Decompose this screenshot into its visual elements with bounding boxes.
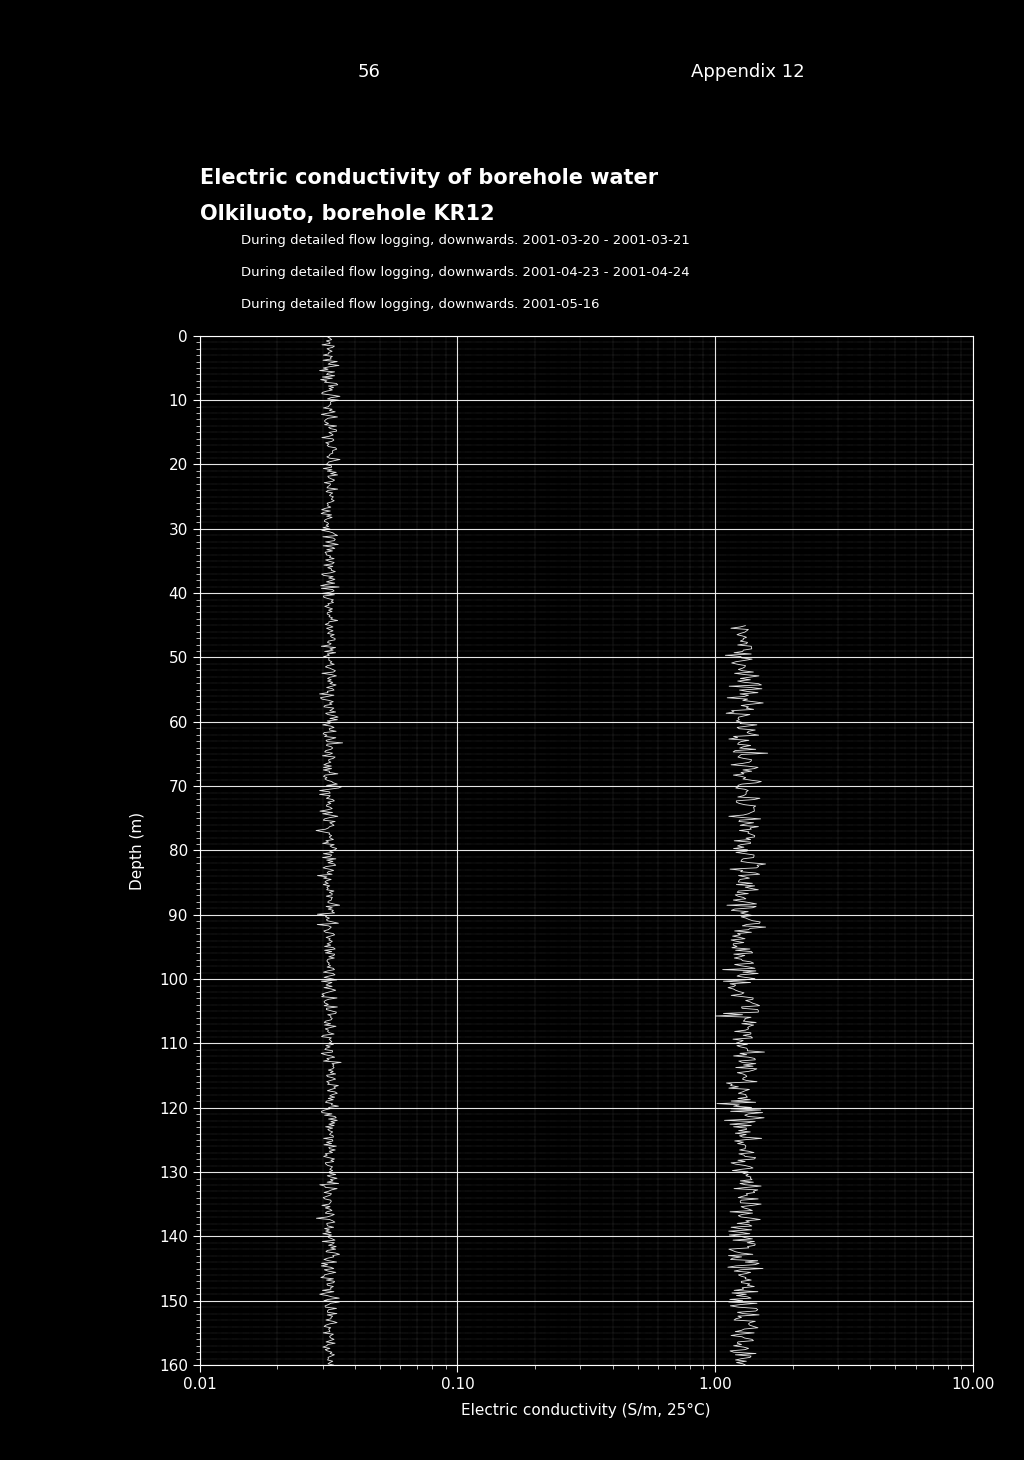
Text: Appendix 12: Appendix 12 (691, 63, 804, 80)
X-axis label: Electric conductivity (S/m, 25°C): Electric conductivity (S/m, 25°C) (462, 1403, 711, 1418)
Text: During detailed flow logging, downwards. 2001-05-16: During detailed flow logging, downwards.… (241, 298, 599, 311)
Y-axis label: Depth (m): Depth (m) (130, 812, 145, 889)
Text: During detailed flow logging, downwards. 2001-03-20 - 2001-03-21: During detailed flow logging, downwards.… (241, 234, 689, 247)
Text: Olkiluoto, borehole KR12: Olkiluoto, borehole KR12 (200, 204, 495, 225)
Text: During detailed flow logging, downwards. 2001-04-23 - 2001-04-24: During detailed flow logging, downwards.… (241, 266, 689, 279)
Text: 56: 56 (357, 63, 380, 80)
Text: Electric conductivity of borehole water: Electric conductivity of borehole water (200, 168, 657, 188)
